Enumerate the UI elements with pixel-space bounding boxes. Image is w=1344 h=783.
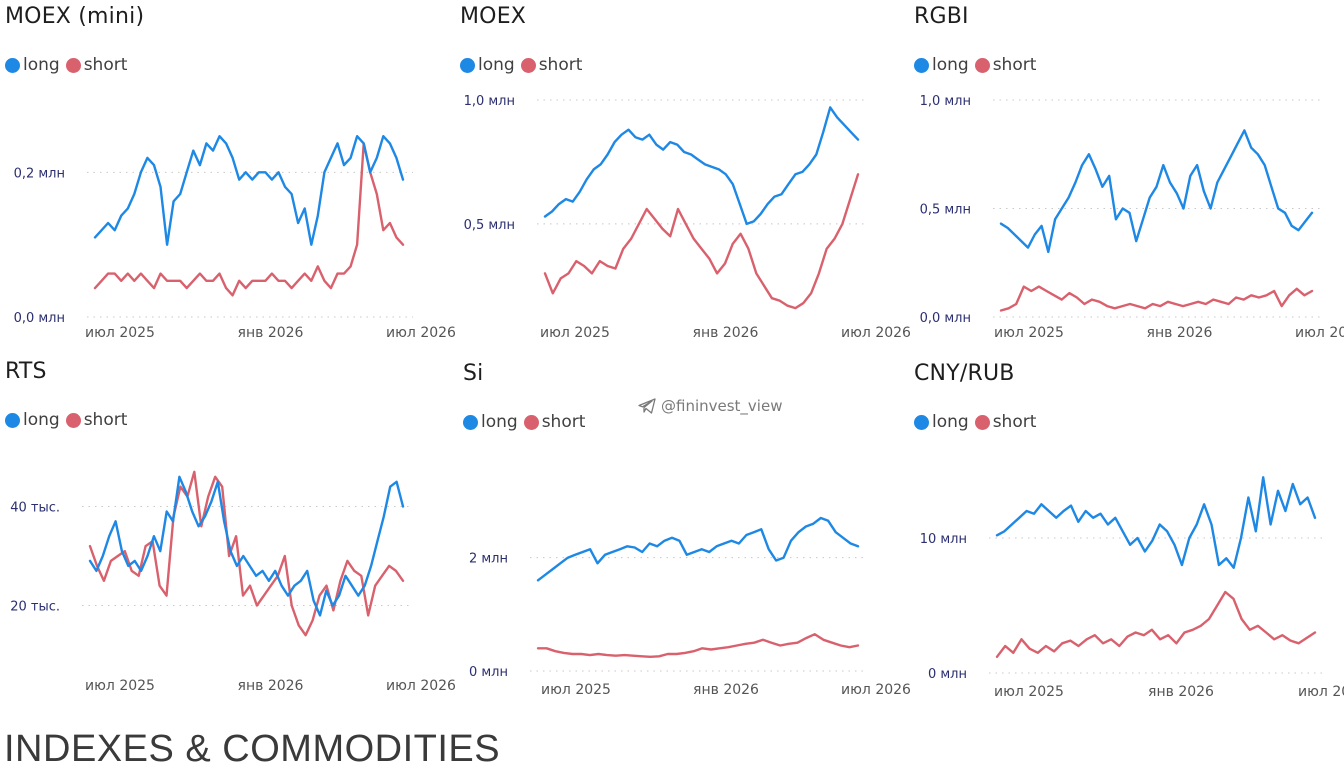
x-tick-label: июл 2026	[841, 325, 911, 341]
legend-label-long: long	[478, 55, 515, 75]
y-tick-label: 0 млн	[469, 665, 508, 680]
chart-legend: long short	[460, 54, 588, 76]
y-tick-label: 10 млн	[920, 532, 967, 547]
y-tick-label: 20 тыс.	[10, 600, 60, 615]
legend-dot-long	[914, 57, 929, 73]
chart-legend: long short	[914, 411, 1042, 433]
series-line-short	[88, 470, 405, 637]
y-tick-label: 1,0 млн	[464, 94, 515, 109]
x-tick-label: июл 2025	[85, 325, 155, 341]
legend-dot-short	[65, 57, 81, 73]
x-tick-label: июл 2025	[85, 678, 155, 694]
y-tick-label: 0 млн	[928, 667, 967, 682]
legend-label-long: long	[23, 55, 60, 75]
chart-panel-rts: RTS long short 20 тыс. 40 тыс. июл 2025 янв…	[0, 355, 456, 705]
chart-panel-moex-mini: MOEX (mini) long short 0,0 млн 0,2 млн июл…	[0, 0, 456, 350]
x-tick-label: янв 2026	[693, 682, 759, 698]
y-tick-label: 0,0 млн	[920, 311, 971, 326]
legend-dot-long	[463, 414, 478, 430]
chart-plot: 0 млн 2 млн июл 2025 янв 2026 июл 2026	[469, 516, 911, 698]
x-tick-label: июл 2025	[994, 325, 1064, 341]
series-line-long	[999, 129, 1314, 254]
chart-legend: long short	[914, 54, 1042, 76]
legend-dot-long	[5, 412, 20, 428]
legend-label-short: short	[992, 412, 1037, 432]
series-line-short	[536, 633, 860, 658]
x-tick-label: янв 2026	[1147, 325, 1213, 341]
section-title: INDEXES & COMMODITIES	[4, 728, 501, 770]
x-tick-label: янв 2026	[238, 678, 304, 694]
series-line-long	[536, 516, 860, 582]
watermark: @fininvest_view	[638, 396, 782, 416]
chart-title: RTS	[5, 359, 47, 384]
y-tick-label: 2 млн	[469, 552, 508, 567]
y-tick-label: 1,0 млн	[920, 94, 971, 109]
legend-dot-long	[5, 57, 20, 73]
x-tick-label: июл 2025	[541, 682, 611, 698]
legend-label-short: short	[538, 55, 583, 75]
legend-dot-short	[974, 414, 990, 430]
x-tick-label: июл 2025	[540, 325, 610, 341]
chart-title: RGBI	[914, 4, 969, 29]
legend-label-short: short	[83, 55, 128, 75]
legend-dot-short	[523, 414, 539, 430]
chart-panel-rgbi: RGBI long short 0,0 млн 0,5 млн 1,0 млн июл…	[909, 0, 1344, 350]
y-tick-label: 0,5 млн	[920, 203, 971, 218]
chart-plot: 0,5 млн 1,0 млн июл 2025 янв 2026 июл 2026	[464, 94, 911, 341]
chart-panel-cny-rub: CNY/RUB long short 0 млн 10 млн июл 2025 ян…	[909, 357, 1344, 707]
chart-legend: long short	[5, 54, 133, 76]
x-tick-label: июл 2026	[1295, 325, 1344, 341]
legend-dot-long	[460, 57, 475, 73]
x-tick-label: июл 2026	[841, 682, 911, 698]
legend-dot-long	[914, 414, 929, 430]
series-line-long	[543, 106, 860, 226]
chart-plot: 0 млн 10 млн июл 2025 янв 2026 июл 2026	[920, 476, 1344, 700]
chart-title: CNY/RUB	[914, 361, 1015, 386]
y-tick-label: 0,2 млн	[14, 166, 65, 181]
legend-label-short: short	[541, 412, 586, 432]
y-tick-label: 40 тыс.	[10, 501, 60, 516]
chart-title: MOEX	[460, 4, 527, 29]
legend-dot-short	[65, 412, 81, 428]
legend-label-long: long	[932, 412, 969, 432]
legend-label-long: long	[481, 412, 518, 432]
chart-plot: 20 тыс. 40 тыс. июл 2025 янв 2026 июл 2026	[10, 470, 456, 694]
legend-label-short: short	[83, 410, 128, 430]
series-line-short	[93, 142, 405, 297]
chart-title: Si	[463, 361, 484, 386]
x-tick-label: янв 2026	[1148, 684, 1214, 700]
legend-label-short: short	[992, 55, 1037, 75]
series-line-short	[999, 285, 1314, 312]
series-line-long	[93, 134, 405, 246]
series-line-long	[995, 476, 1317, 569]
series-line-long	[88, 475, 405, 617]
x-tick-label: июл 2025	[994, 684, 1064, 700]
chart-plot: 0,0 млн 0,5 млн 1,0 млн июл 2025 янв 2026 июл…	[920, 94, 1344, 341]
x-tick-label: янв 2026	[693, 325, 759, 341]
y-tick-label: 0,0 млн	[14, 311, 65, 326]
y-tick-label: 0,5 млн	[464, 218, 515, 233]
x-tick-label: июл 2026	[386, 678, 456, 694]
chart-legend: long short	[5, 409, 133, 431]
watermark-text: @fininvest_view	[661, 397, 783, 415]
legend-label-long: long	[932, 55, 969, 75]
series-line-short	[995, 590, 1317, 658]
chart-panel-si: Si long short 0 млн 2 млн июл 2025 янв 2026…	[458, 357, 911, 707]
series-line-short	[543, 173, 860, 310]
chart-panel-moex: MOEX long short 0,5 млн 1,0 млн июл 2025 ян…	[455, 0, 911, 350]
legend-dot-short	[974, 57, 990, 73]
x-tick-label: янв 2026	[238, 325, 304, 341]
chart-title: MOEX (mini)	[5, 4, 145, 29]
chart-plot: 0,0 млн 0,2 млн июл 2025 янв 2026 июл 2026	[14, 134, 456, 341]
x-tick-label: июл 2026	[1298, 684, 1344, 700]
legend-dot-short	[520, 57, 536, 73]
x-tick-label: июл 2026	[386, 325, 456, 341]
chart-legend: long short	[463, 411, 591, 433]
legend-label-long: long	[23, 410, 60, 430]
telegram-icon	[638, 398, 656, 414]
